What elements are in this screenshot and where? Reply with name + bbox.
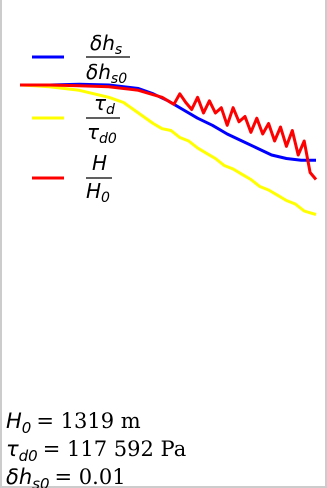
series-line-dhs — [20, 82, 316, 162]
legend-numerator-tau: τd — [94, 91, 115, 118]
annotation-H0: H0 = 1319 m — [6, 409, 141, 437]
legend-denominator-tau: τd0 — [87, 120, 117, 147]
legend-denominator-H: H0 — [86, 179, 110, 206]
series-line-tau — [19, 83, 317, 216]
legend: δhs δhs0 τd τd0 H H0 — [32, 31, 130, 206]
legend-numerator-H: H — [92, 151, 107, 175]
parameter-annotations: H0 = 1319 m τd0 = 117 592 Pa δhs0 = 0.01 — [6, 409, 186, 488]
legend-entry-tau: τd τd0 — [32, 91, 120, 147]
annotation-tau0: τd0 = 117 592 Pa — [6, 437, 186, 465]
legend-denominator-dhs: δhs0 — [86, 60, 127, 87]
legend-entry-dhs: δhs δhs0 — [32, 31, 130, 87]
series-line-H — [20, 83, 318, 181]
annotation-dhs0: δhs0 = 0.01 — [6, 465, 126, 488]
legend-numerator-dhs: δhs — [90, 31, 122, 58]
plot-area — [19, 82, 318, 216]
legend-entry-H: H H0 — [32, 151, 112, 206]
